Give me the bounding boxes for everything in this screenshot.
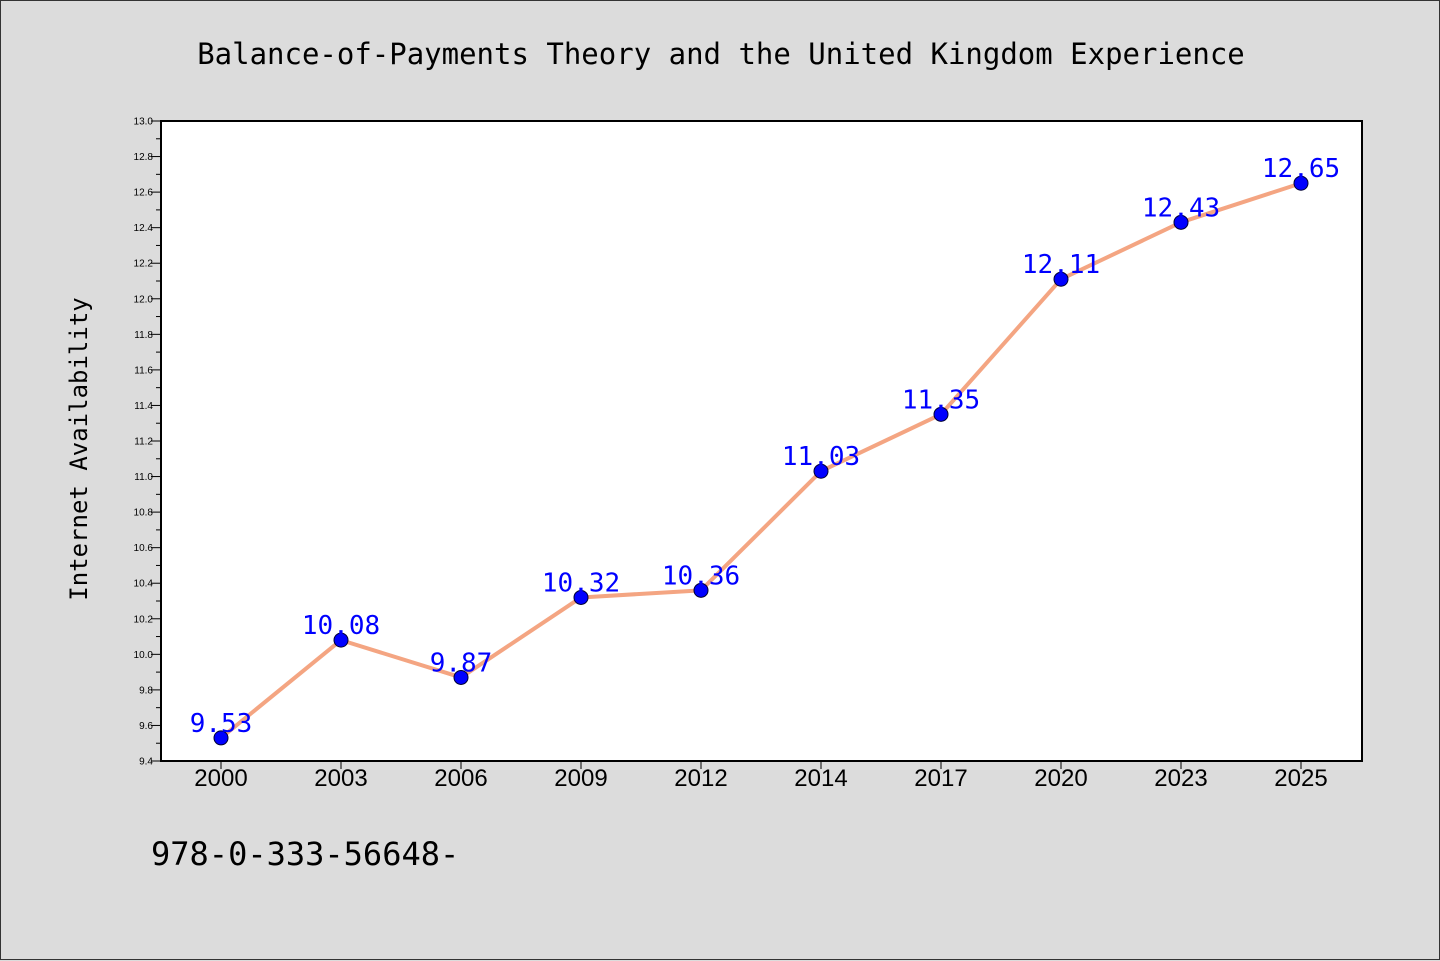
data-label: 12.43	[1142, 193, 1220, 223]
y-tick-label: 11.6	[134, 365, 153, 376]
data-label: 11.03	[782, 442, 860, 472]
data-point	[573, 589, 589, 605]
data-point	[453, 669, 469, 685]
data-point	[933, 406, 949, 422]
data-label: 10.08	[302, 611, 380, 641]
y-tick-label: 11.0	[134, 472, 153, 483]
series-line	[219, 181, 1302, 740]
data-point	[333, 632, 349, 648]
x-tick-label: 2009	[554, 765, 607, 792]
data-label: 12.65	[1262, 154, 1340, 184]
y-tick-label: 9.8	[139, 685, 153, 696]
y-axis-label: Internet Availability	[65, 297, 93, 600]
data-point	[1173, 214, 1189, 230]
x-tick-label: 2003	[314, 765, 367, 792]
data-label: 12.11	[1022, 250, 1100, 280]
y-tick-label: 10.0	[134, 650, 154, 661]
x-tick-label: 2000	[194, 765, 247, 792]
data-label: 10.36	[662, 561, 740, 591]
y-tick-label: 13.0	[134, 117, 154, 128]
y-tick-label: 11.4	[134, 401, 153, 412]
y-tick-label: 9.6	[139, 721, 153, 732]
data-point	[1053, 271, 1069, 287]
y-tick-label: 12.4	[134, 223, 154, 234]
y-tick-label: 10.8	[134, 508, 154, 519]
y-axis: 9.4 9.6 9.8 10.0 10.2 10.4 10.6 10.8 11.0 11.2 11.…	[134, 117, 161, 768]
data-label: 9.53	[190, 709, 253, 739]
x-tick-label: 2025	[1274, 765, 1327, 792]
data-point	[213, 730, 229, 746]
y-tick-label: 10.2	[134, 614, 154, 625]
y-tick-label: 10.4	[134, 579, 154, 590]
chart-title: Balance-of-Payments Theory and the Unite…	[197, 37, 1245, 71]
marker-group	[213, 175, 1309, 746]
series-line-group	[219, 181, 1302, 740]
y-tick-label: 12.8	[134, 152, 154, 163]
y-tick-label: 9.4	[139, 757, 153, 768]
x-tick-label: 2020	[1034, 765, 1087, 792]
x-axis: 2000 2003 2006 2009 2012 2014 2017 2020 2023 2025	[194, 761, 1328, 792]
y-tick-label: 12.2	[134, 259, 154, 270]
x-tick-label: 2023	[1154, 765, 1207, 792]
data-label-group: 9.53 10.08 9.87 10.32 10.36 11.03 11.35 12.11 12…	[190, 154, 1340, 739]
data-point	[1293, 175, 1309, 191]
x-tick-label: 2006	[434, 765, 487, 792]
data-label: 9.87	[430, 648, 493, 678]
y-tick-label: 12.6	[134, 188, 154, 199]
x-tick-label: 2012	[674, 765, 727, 792]
footer-isbn: 978-0-333-56648-	[151, 835, 459, 873]
x-tick-label: 2014	[794, 765, 847, 792]
plot-area	[160, 120, 1363, 762]
data-point	[693, 582, 709, 598]
data-label: 11.35	[902, 385, 980, 415]
data-point	[813, 463, 829, 479]
y-tick-label: 11.2	[134, 437, 153, 448]
x-tick-label: 2017	[914, 765, 967, 792]
y-tick-label: 12.0	[134, 294, 154, 305]
data-label: 10.32	[542, 568, 620, 598]
y-tick-label: 10.6	[134, 543, 154, 554]
y-tick-label: 11.8	[134, 330, 153, 341]
